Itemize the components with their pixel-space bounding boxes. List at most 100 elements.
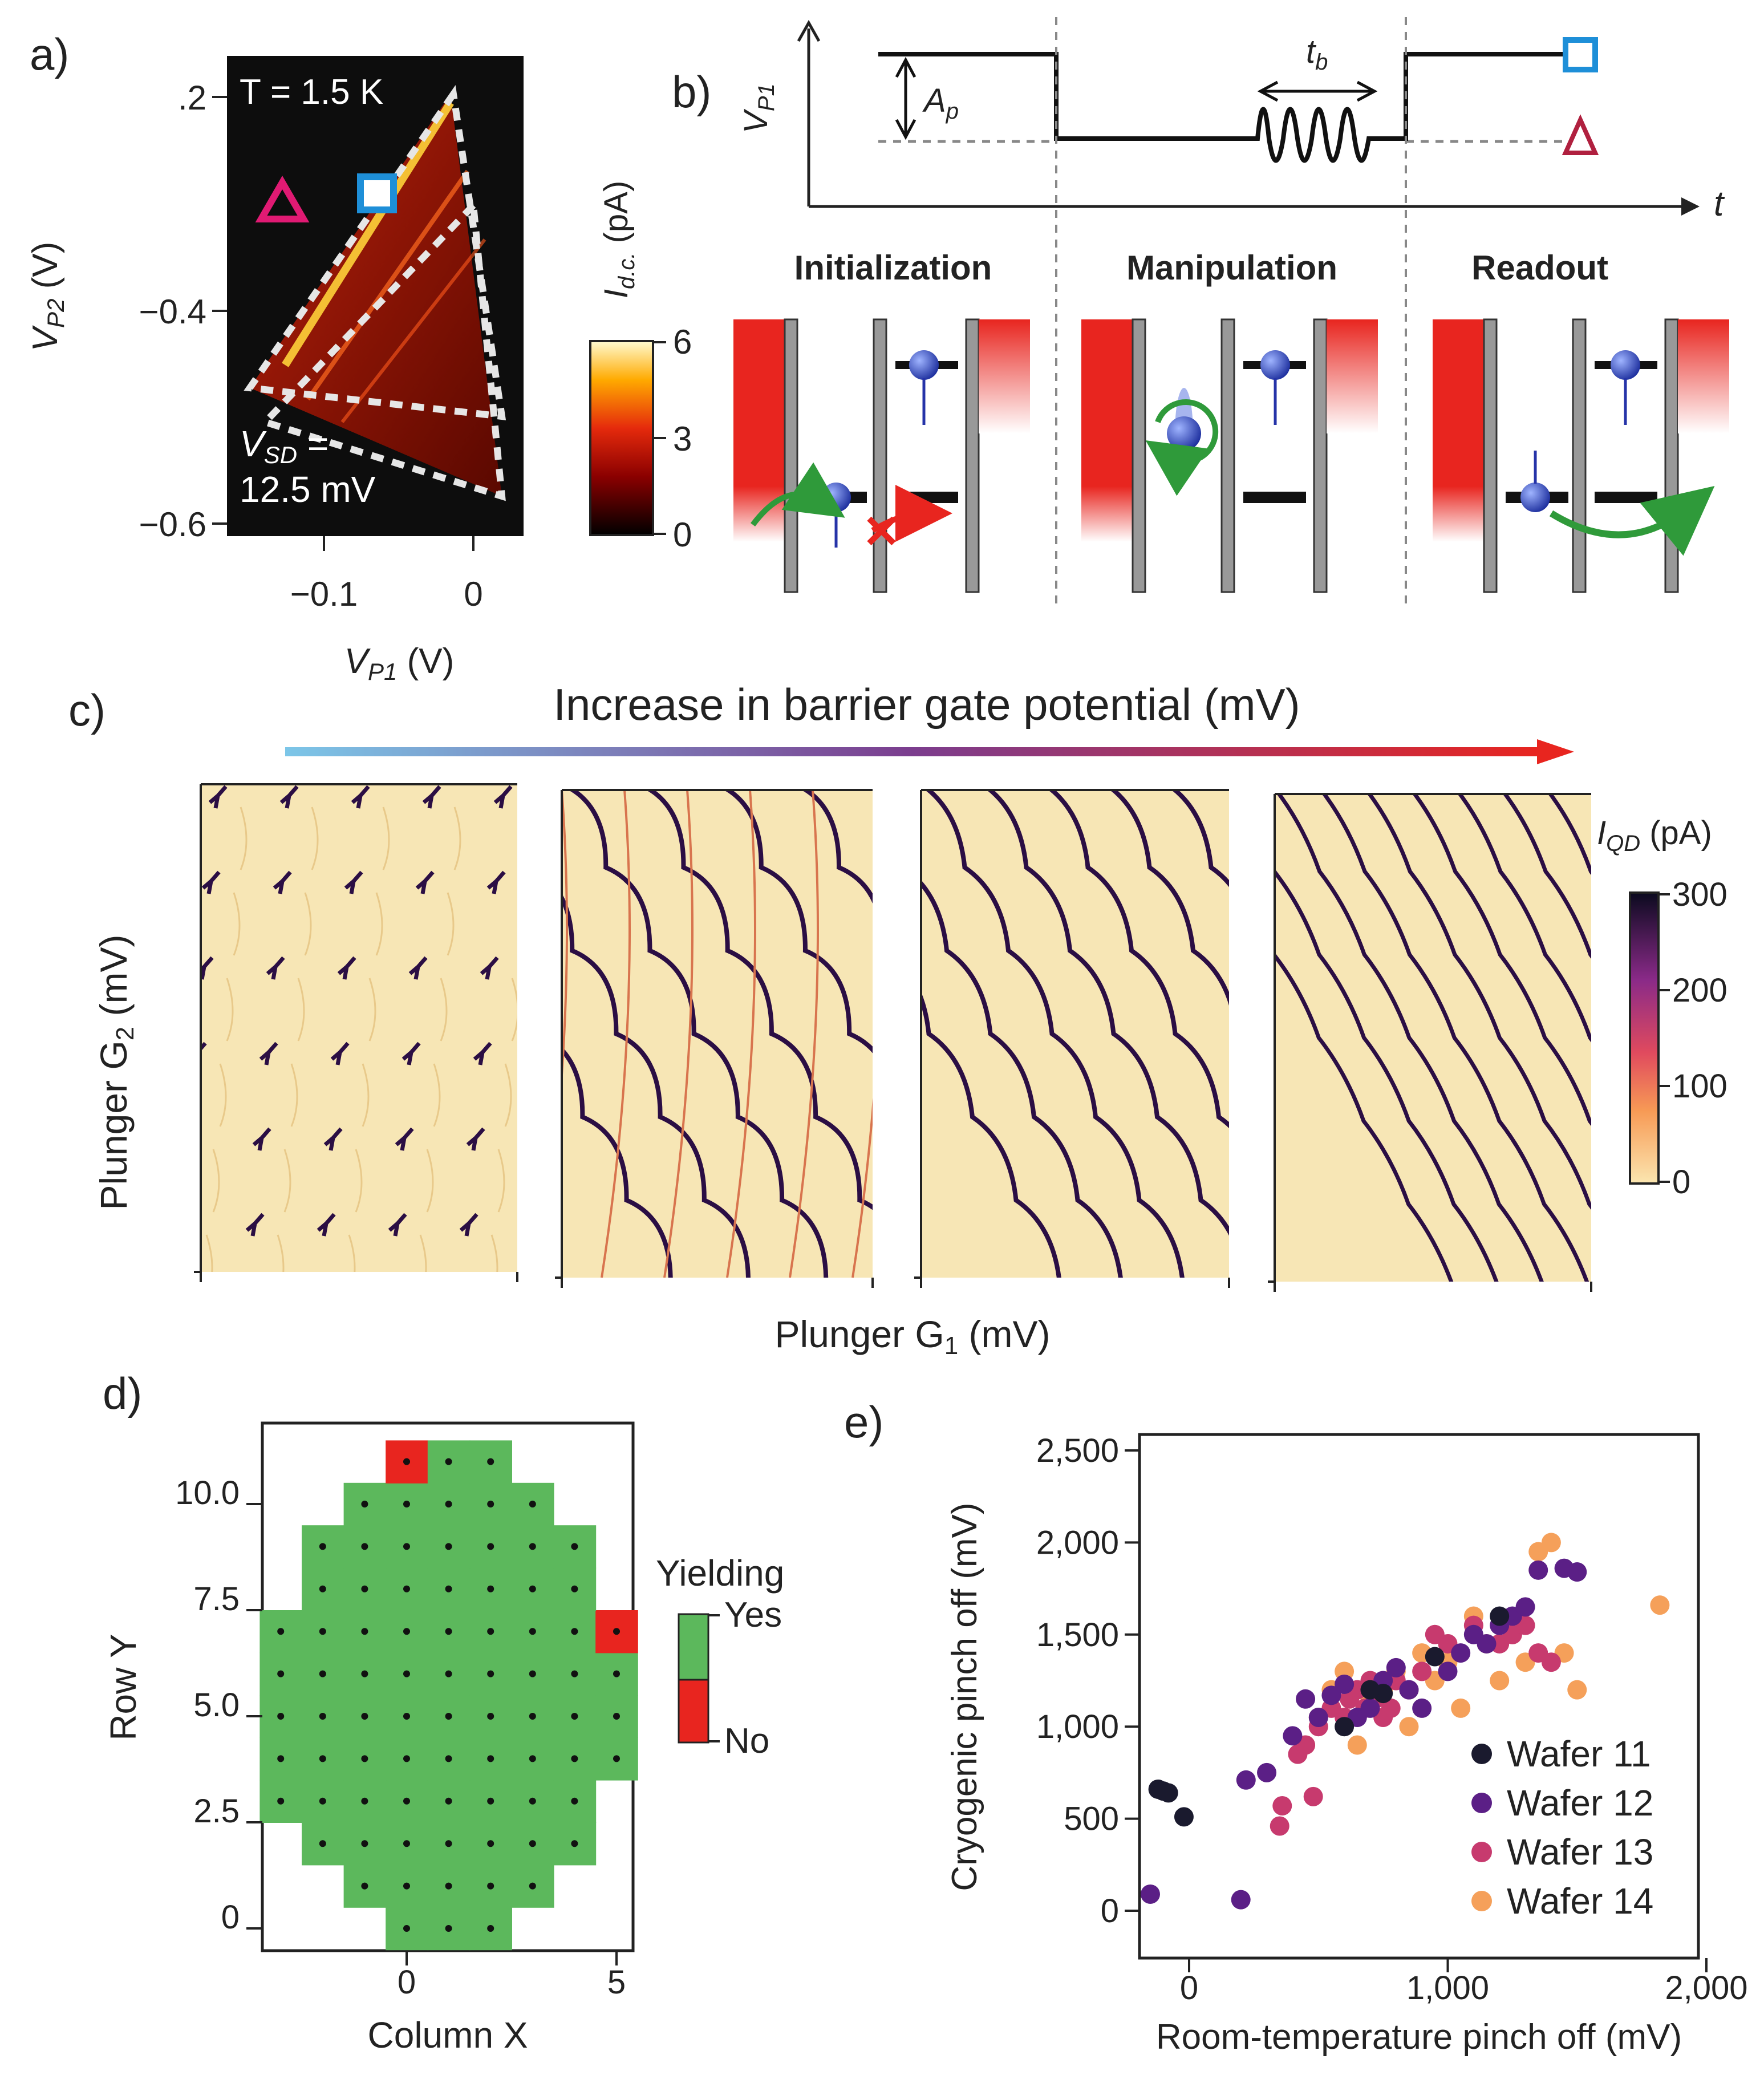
tunnel-barrier <box>965 318 980 593</box>
scatter-point <box>1541 1533 1561 1553</box>
charge-transition-line <box>568 790 829 1278</box>
scatter-point <box>1296 1689 1316 1709</box>
triple-point <box>480 956 499 980</box>
colorbar-label: IQD (pA) <box>1597 814 1712 856</box>
wafer-die-dot <box>487 1882 494 1890</box>
stability-map-background <box>921 790 1229 1278</box>
y-tick-label: 500 <box>1064 1801 1119 1838</box>
wafer-die-dot <box>487 1628 494 1635</box>
wafer-die-dot <box>571 1628 578 1635</box>
wafer-die-dot <box>529 1882 536 1890</box>
left-reservoir <box>1433 319 1484 542</box>
wafer-die-dot <box>319 1543 326 1550</box>
wafer-die-dot <box>445 1840 452 1847</box>
yield-legend: Yielding Yes No <box>656 1553 784 1761</box>
scatter-point <box>1490 1671 1510 1691</box>
y-tick-label: 10.0 <box>175 1474 240 1511</box>
faint-transition-line <box>562 790 568 1091</box>
scatter-point <box>1567 1562 1587 1582</box>
scatter-legend: Wafer 11 Wafer 12 Wafer 13 Wafer 14 <box>1471 1733 1653 1922</box>
panel-c-colorbar: IQD (pA) 300 200 100 0 <box>1597 814 1727 1201</box>
pulse-time-arrow-icon <box>1681 197 1700 216</box>
wafer-die-dot <box>403 1797 410 1805</box>
stability-map-background <box>201 784 517 1272</box>
scatter-point <box>1270 1816 1289 1836</box>
scatter-point <box>1541 1652 1561 1672</box>
wafer-die-dot <box>445 1501 452 1507</box>
legend-label: Wafer 14 <box>1507 1881 1653 1922</box>
vsd-label: VSD = <box>240 423 329 468</box>
wafer-die-dot <box>529 1501 536 1507</box>
pulse-y-arrow-icon <box>797 19 821 42</box>
time-label: t <box>1714 184 1725 224</box>
scatter-point <box>1236 1770 1256 1790</box>
scatter-point <box>1399 1717 1419 1737</box>
faint-line <box>348 1234 356 1272</box>
initialization-diagram: ✕ <box>733 318 1030 593</box>
scatter-point <box>1386 1657 1406 1677</box>
y-tick-label: 2.5 <box>193 1793 240 1830</box>
square-marker-icon <box>1563 37 1598 72</box>
faint-transition-line <box>726 790 756 1278</box>
faint-line <box>440 978 448 1041</box>
bias-triangle-bright-edge <box>282 100 454 367</box>
panel-c-letter: c) <box>68 685 106 735</box>
pulse-waveform <box>878 52 1563 163</box>
electron-rotating-spin-icon <box>1167 416 1201 451</box>
triple-point <box>273 870 292 894</box>
wafer-die-dot <box>571 1755 578 1762</box>
wafer-die-dot <box>445 1543 452 1550</box>
wafer-die-dot <box>319 1797 326 1805</box>
electron-spin-up-icon <box>1520 483 1550 512</box>
stage-label-manipulation: Manipulation <box>1126 249 1337 287</box>
x-tick-label: −0.1 <box>290 575 358 613</box>
x-tick-label: 2,000 <box>1665 1969 1747 2007</box>
wafer-die-dot <box>361 1543 368 1550</box>
wafer-die-dot <box>487 1797 494 1805</box>
barrier-gradient-arrow <box>285 747 1540 756</box>
faint-line <box>205 1234 213 1272</box>
right-reservoir <box>1327 319 1378 433</box>
panel-d-letter: d) <box>103 1368 142 1419</box>
wafer-die-dot <box>403 1543 410 1550</box>
scatter-point <box>1140 1884 1160 1904</box>
wafer-die-dot <box>403 1458 410 1465</box>
scatter-point <box>1321 1685 1341 1705</box>
stability-map-2 <box>555 789 874 1288</box>
scatter-point <box>1515 1597 1535 1617</box>
scatter-point <box>1174 1807 1194 1827</box>
rotation-arrow-icon <box>1145 399 1219 496</box>
wafer-die-dot <box>613 1755 620 1762</box>
faint-line <box>233 892 241 956</box>
charge-transition-line <box>1366 794 1591 1210</box>
right-reservoir <box>1678 319 1729 433</box>
plunger-g1-axis-label: Plunger G1 (mV) <box>775 1313 1051 1360</box>
electron-spin-down-icon <box>1611 350 1640 380</box>
scatter-point <box>1381 1698 1401 1718</box>
scatter-points <box>1140 1533 1670 1910</box>
scatter-point <box>1308 1708 1328 1728</box>
y-tick-label: .2 <box>178 79 206 117</box>
x-axis-label: VP1 (V) <box>344 642 455 685</box>
wafer-die-dot <box>445 1670 452 1677</box>
wafer-die-dot <box>361 1670 368 1677</box>
faint-line <box>453 807 461 870</box>
tunnel-barrier <box>1664 318 1679 593</box>
charge-transition-line <box>1109 790 1229 1006</box>
charge-transition-line <box>1457 794 1591 1043</box>
faint-line <box>212 1149 220 1213</box>
scatter-point <box>1335 1674 1355 1694</box>
scatter-frame <box>1138 1433 1700 1960</box>
charge-transition-line <box>986 790 1229 1236</box>
scatter-point <box>1451 1698 1471 1718</box>
scatter-point <box>1347 1735 1367 1755</box>
triple-point <box>388 1213 407 1237</box>
scatter-point <box>1425 1647 1445 1667</box>
charge-transition-line <box>1275 866 1499 1282</box>
stability-map-4 <box>1268 793 1592 1292</box>
legend-marker <box>1471 1744 1492 1764</box>
wafer-die-dot <box>277 1628 285 1635</box>
bias-triangle-outline-lower <box>258 197 506 501</box>
wafer-die-dot <box>403 1628 410 1635</box>
faint-line <box>290 1063 298 1127</box>
